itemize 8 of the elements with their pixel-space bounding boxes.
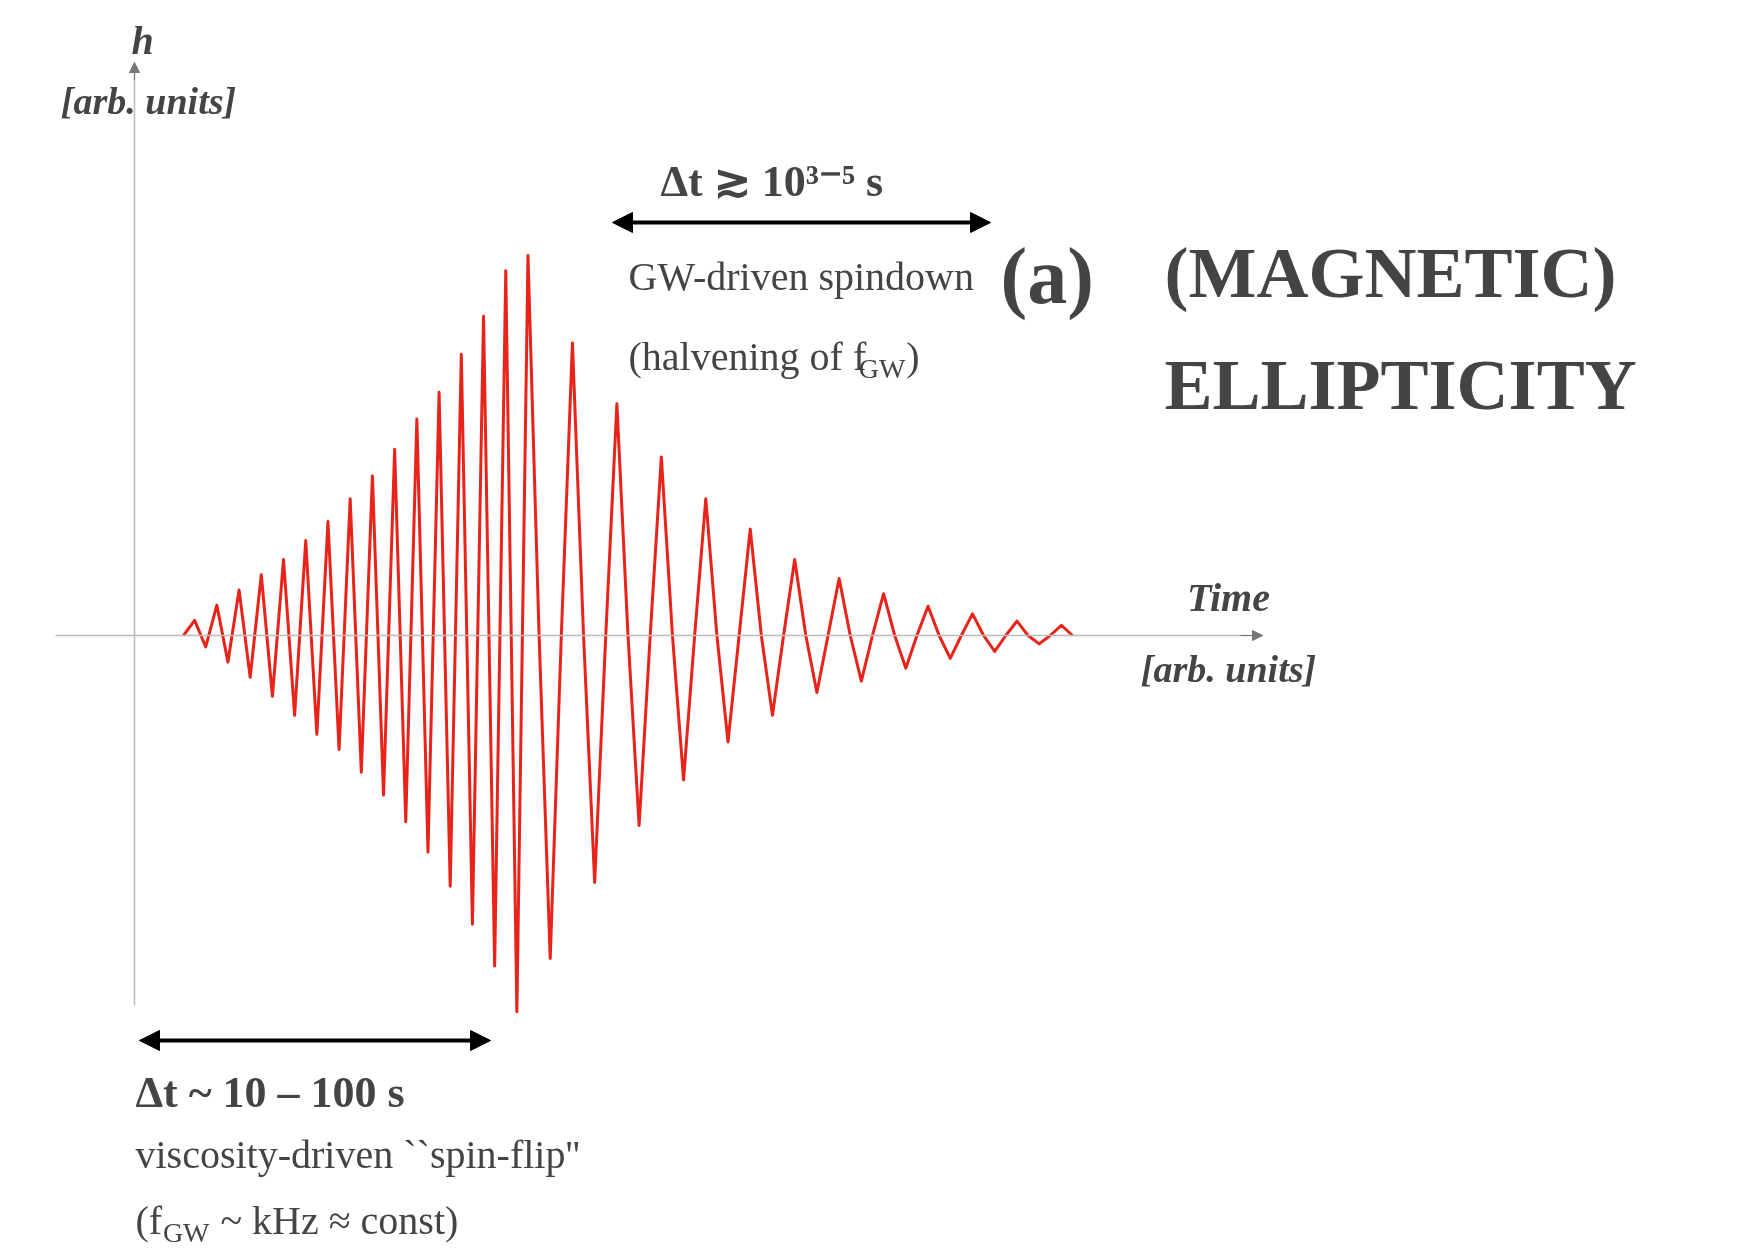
text: viscosity-driven ``spin-flip'': [135, 1132, 580, 1177]
y-axis-title: h [arb. units]: [60, 18, 237, 122]
text: (MAGNETIC) ELLIPTICITY: [1164, 232, 1637, 425]
text: Δt ~ 10 – 100 s: [135, 1068, 405, 1117]
text: Δt ≳ 10³⁻⁵ s: [660, 157, 884, 206]
annotation: (a): [1000, 231, 1094, 321]
annotation: GW-driven spindown: [628, 254, 975, 299]
x-axis-title: Time [arb. units]: [1140, 575, 1317, 690]
